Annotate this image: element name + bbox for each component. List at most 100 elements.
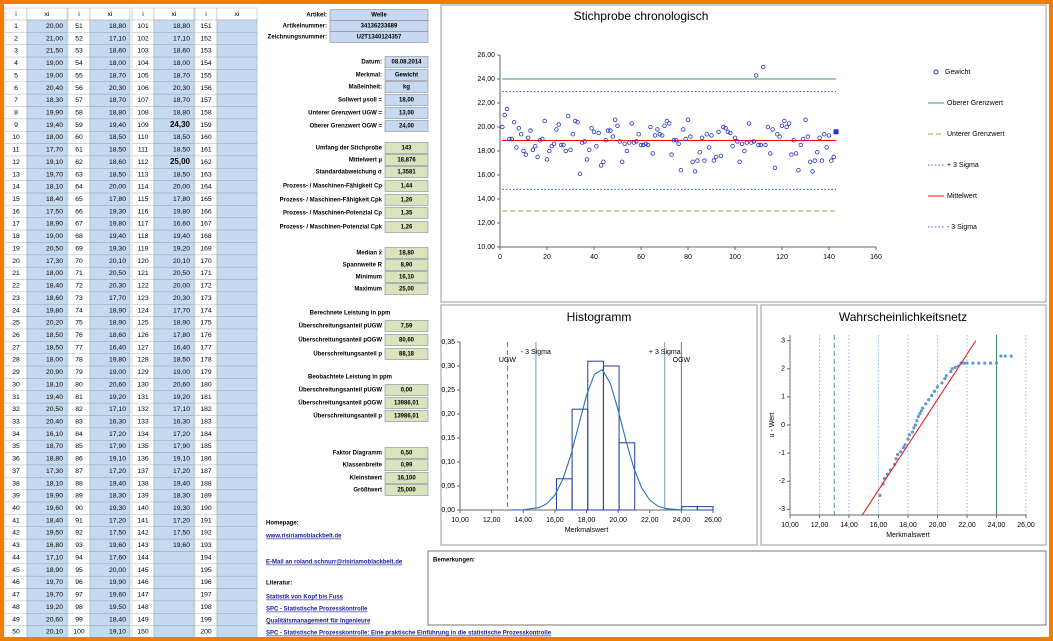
point bbox=[650, 151, 655, 156]
point bbox=[817, 135, 822, 140]
index: 197 bbox=[200, 592, 212, 599]
index: 72 bbox=[75, 283, 83, 290]
value: 18,50 bbox=[109, 171, 126, 178]
value: 20,10 bbox=[109, 258, 126, 265]
point bbox=[669, 152, 674, 157]
value: 18,50 bbox=[109, 147, 126, 154]
field-label: Überschreitungsanteil pOGW bbox=[298, 337, 382, 344]
literature-link[interactable]: SPC - Statistische Prozesskontrolle: Ein… bbox=[266, 631, 552, 637]
index: 16 bbox=[12, 208, 20, 215]
index: 60 bbox=[75, 134, 83, 141]
point bbox=[568, 147, 573, 152]
field-box bbox=[384, 107, 429, 119]
field-box bbox=[384, 194, 429, 206]
point bbox=[662, 123, 667, 128]
y-tick-label: 2 bbox=[781, 366, 785, 373]
value: 16,10 bbox=[46, 431, 63, 438]
point bbox=[685, 117, 691, 122]
homepage-link[interactable]: www.risiriamoblackbelt.de bbox=[265, 534, 342, 540]
index: 1 bbox=[14, 23, 18, 30]
field-value: 18,876 bbox=[397, 158, 416, 164]
field-box bbox=[384, 166, 429, 178]
point bbox=[753, 73, 759, 78]
index: 86 bbox=[75, 456, 83, 463]
field-box bbox=[384, 142, 429, 154]
index: 145 bbox=[137, 567, 149, 574]
y-tick-label: -2 bbox=[779, 478, 785, 485]
value-cell bbox=[216, 155, 258, 169]
value: 19,40 bbox=[46, 122, 63, 129]
point bbox=[657, 131, 662, 137]
literature-link[interactable]: SPC - Statistische Prozesskontrolle bbox=[266, 607, 368, 613]
index: 178 bbox=[200, 357, 212, 364]
point bbox=[577, 171, 583, 176]
value: 18,50 bbox=[173, 357, 190, 364]
index: 58 bbox=[75, 109, 83, 116]
index: 180 bbox=[200, 381, 212, 388]
value: 19,10 bbox=[109, 456, 126, 463]
point bbox=[509, 136, 514, 142]
y-tick-label: 1 bbox=[781, 394, 785, 401]
value: 19,80 bbox=[46, 307, 63, 314]
header-label: i bbox=[205, 11, 207, 18]
value: 18,60 bbox=[173, 48, 190, 55]
point bbox=[962, 361, 966, 365]
index: 98 bbox=[75, 604, 83, 611]
field-label: Überschreitungsanteil p bbox=[313, 413, 382, 420]
index: 68 bbox=[75, 233, 83, 240]
field-box bbox=[384, 94, 429, 106]
legend-label: Unterer Grenzwert bbox=[947, 131, 1005, 138]
index: 113 bbox=[138, 171, 149, 178]
index: 23 bbox=[12, 295, 20, 302]
index: 125 bbox=[137, 320, 149, 327]
value-cell bbox=[216, 56, 258, 70]
value: 20,50 bbox=[46, 406, 63, 413]
literature-link[interactable]: Qualitätsmanagement für Ingenieure bbox=[266, 619, 371, 625]
literature-link[interactable]: Statistik von Kopf bis Fuss bbox=[266, 595, 344, 601]
field-value: 0,00 bbox=[401, 388, 413, 394]
value: 18,00 bbox=[46, 270, 63, 277]
index: 75 bbox=[75, 320, 83, 327]
value-cell bbox=[216, 452, 258, 466]
index: 71 bbox=[75, 270, 83, 277]
index: 139 bbox=[137, 493, 149, 500]
value-cell bbox=[216, 192, 258, 206]
value-cell bbox=[216, 551, 258, 565]
point bbox=[610, 134, 615, 139]
y-axis-label: u - Wert bbox=[769, 413, 776, 438]
value: 18,30 bbox=[46, 97, 63, 104]
field-value: 1,3581 bbox=[397, 170, 416, 176]
value: 20,00 bbox=[173, 283, 190, 290]
index: 153 bbox=[200, 48, 212, 55]
bar bbox=[696, 506, 714, 511]
x-tick-label: 12,00 bbox=[811, 522, 829, 529]
point bbox=[803, 117, 808, 122]
index: 92 bbox=[75, 530, 83, 537]
field-label: Minimum bbox=[356, 275, 382, 281]
x-tick-label: 0 bbox=[498, 254, 502, 261]
value: 20,00 bbox=[46, 23, 63, 30]
point bbox=[944, 374, 948, 378]
point bbox=[810, 169, 815, 174]
field-box bbox=[384, 56, 429, 68]
index: 154 bbox=[200, 60, 212, 67]
x-tick-label: 22,00 bbox=[641, 517, 659, 524]
email-link[interactable]: E-Mail an roland.schnurr@risiriamoblackb… bbox=[266, 560, 403, 566]
index: 54 bbox=[75, 60, 83, 67]
index: 40 bbox=[12, 505, 20, 512]
index: 185 bbox=[200, 443, 212, 450]
index: 8 bbox=[14, 109, 18, 116]
index: 59 bbox=[75, 122, 83, 129]
value-cell bbox=[216, 514, 258, 528]
value: 20,90 bbox=[46, 369, 63, 376]
index: 110 bbox=[138, 134, 149, 141]
field-label: Größtwert bbox=[353, 488, 382, 494]
y-tick-label: 0,10 bbox=[441, 459, 455, 466]
field-label: Kleinstwert bbox=[350, 476, 382, 482]
value: 19,70 bbox=[46, 171, 63, 178]
chart-title: Wahrscheinlichkeitsnetz bbox=[839, 310, 967, 324]
x-tick-label: 26,00 bbox=[704, 517, 722, 524]
index: 152 bbox=[200, 35, 212, 42]
header-label: i bbox=[15, 11, 17, 18]
index: 81 bbox=[75, 394, 83, 401]
